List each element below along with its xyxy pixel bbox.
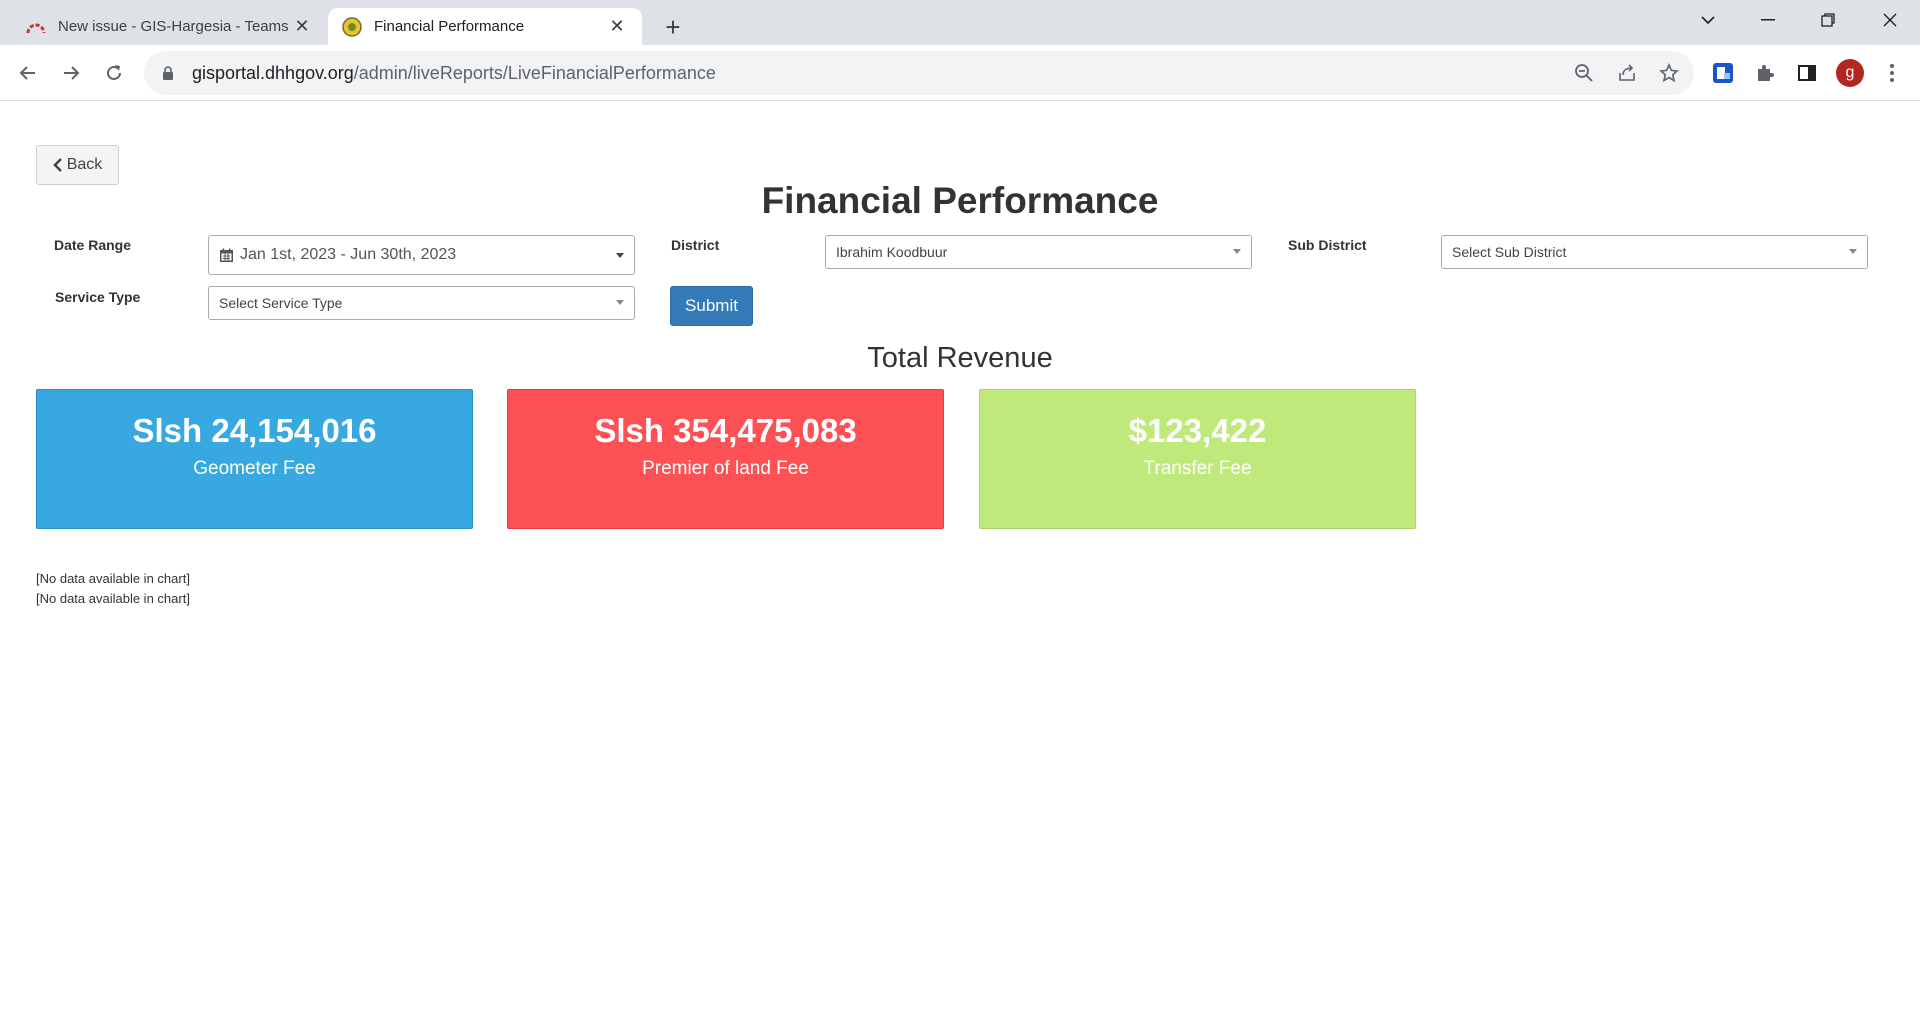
browser-toolbar: gisportal.dhhgov.org/admin/liveReports/L… — [0, 45, 1920, 101]
chevron-left-icon — [52, 158, 62, 172]
premier-of-land-fee-card: Slsh 354,475,083 Premier of land Fee — [507, 389, 944, 529]
close-icon[interactable]: ✕ — [609, 16, 625, 36]
tab-teams-portal[interactable]: New issue - GIS-Hargesia - Teams Portal … — [12, 8, 327, 45]
back-button-label: Back — [66, 156, 103, 173]
service-type-label: Service Type — [55, 289, 141, 305]
service-type-value: Select Service Type — [219, 295, 343, 311]
menu-kebab-icon[interactable] — [1878, 59, 1906, 87]
geometer-fee-card: Slsh 24,154,016 Geometer Fee — [36, 389, 473, 529]
sub-district-value: Select Sub District — [1452, 244, 1567, 260]
new-tab-button[interactable]: + — [665, 11, 681, 42]
calendar-icon — [219, 248, 234, 263]
sub-district-select[interactable]: Select Sub District — [1441, 235, 1868, 269]
profile-avatar[interactable]: g — [1836, 59, 1864, 87]
date-range-picker[interactable]: Jan 1st, 2023 - Jun 30th, 2023 — [208, 235, 635, 275]
address-bar[interactable]: gisportal.dhhgov.org/admin/liveReports/L… — [144, 51, 1694, 95]
service-type-select[interactable]: Select Service Type — [208, 286, 635, 320]
share-icon[interactable] — [1613, 59, 1641, 87]
minimize-icon[interactable] — [1740, 0, 1796, 40]
extension-app-icon[interactable] — [1709, 59, 1737, 87]
page-content: Back Financial Performance Date Range Ja… — [0, 102, 1920, 1020]
card-caption: Geometer Fee — [193, 458, 316, 479]
tab-search-icon[interactable] — [1680, 0, 1736, 40]
chart-no-data-message: [No data available in chart] — [36, 571, 190, 586]
district-select[interactable]: Ibrahim Koodbuur — [825, 235, 1252, 269]
caret-down-icon — [616, 300, 624, 305]
district-label: District — [671, 237, 720, 253]
tab-financial-performance[interactable]: Financial Performance ✕ — [328, 8, 642, 45]
card-amount: Slsh 24,154,016 — [132, 412, 377, 449]
card-amount: $123,422 — [1128, 412, 1267, 449]
tab-title: New issue - GIS-Hargesia - Teams Portal — [58, 18, 291, 35]
teams-portal-favicon-icon — [26, 17, 46, 37]
url-text: gisportal.dhhgov.org/admin/liveReports/L… — [192, 62, 716, 83]
restore-icon[interactable] — [1800, 0, 1856, 40]
caret-down-icon — [1233, 249, 1241, 254]
caret-down-icon — [1849, 249, 1857, 254]
tab-title: Financial Performance — [374, 18, 525, 35]
bookmark-star-icon[interactable] — [1655, 59, 1683, 87]
date-range-value: Jan 1st, 2023 - Jun 30th, 2023 — [240, 246, 457, 263]
side-panel-icon[interactable] — [1793, 59, 1821, 87]
forward-arrow-icon[interactable] — [53, 55, 89, 91]
lock-icon[interactable] — [158, 66, 178, 80]
reload-icon[interactable] — [96, 55, 132, 91]
submit-button[interactable]: Submit — [670, 286, 753, 326]
district-value: Ibrahim Koodbuur — [836, 244, 948, 260]
card-amount: Slsh 354,475,083 — [594, 412, 857, 449]
page-title: Financial Performance — [761, 180, 1159, 221]
sub-district-label: Sub District — [1288, 237, 1367, 253]
chart-no-data-message: [No data available in chart] — [36, 591, 190, 606]
date-range-label: Date Range — [54, 237, 132, 253]
close-icon[interactable]: ✕ — [294, 16, 310, 36]
transfer-fee-card: $123,422 Transfer Fee — [979, 389, 1416, 529]
site-favicon-icon — [342, 16, 362, 37]
window-close-icon[interactable] — [1862, 0, 1918, 40]
browser-tab-strip: New issue - GIS-Hargesia - Teams Portal … — [0, 0, 1920, 45]
extensions-puzzle-icon[interactable] — [1751, 59, 1779, 87]
zoom-icon[interactable] — [1570, 59, 1598, 87]
back-button[interactable]: Back — [36, 145, 119, 185]
card-caption: Transfer Fee — [1143, 458, 1252, 479]
card-caption: Premier of land Fee — [642, 458, 809, 479]
total-revenue-title: Total Revenue — [867, 342, 1053, 374]
caret-down-icon — [616, 253, 624, 258]
back-arrow-icon[interactable] — [10, 55, 46, 91]
